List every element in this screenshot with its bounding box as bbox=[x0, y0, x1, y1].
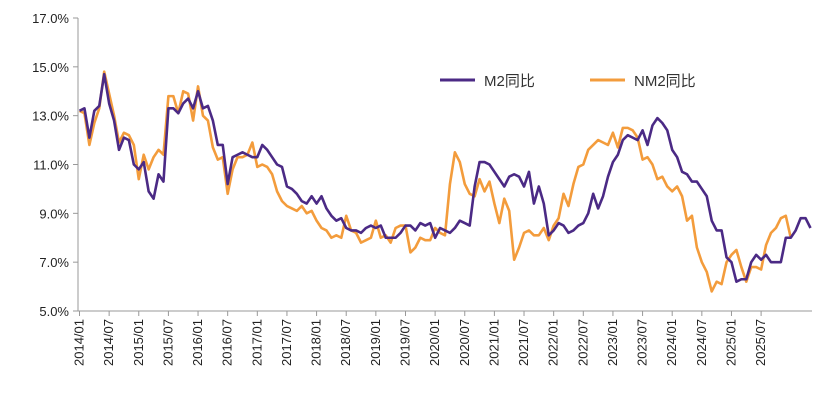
x-tick-label: 2015/07 bbox=[160, 319, 175, 366]
x-tick-label: 2014/07 bbox=[101, 319, 116, 366]
x-tick-label: 2018/01 bbox=[309, 319, 324, 366]
x-tick-label: 2021/07 bbox=[516, 319, 531, 366]
x-axis: 2014/01 2014/07 2015/01 2015/07 2016/01 2016/… bbox=[72, 310, 812, 366]
series-line-m2 bbox=[78, 72, 812, 284]
x-tick-label: 2017/01 bbox=[249, 319, 264, 366]
x-tick-label: 2024/01 bbox=[664, 319, 679, 366]
x-tick-label: 2016/01 bbox=[190, 319, 205, 366]
y-tick-label: 15.0% bbox=[32, 60, 69, 75]
y-tick-label: 7.0% bbox=[39, 255, 69, 270]
x-tick-label: 2022/07 bbox=[575, 319, 590, 366]
series-layer bbox=[78, 70, 812, 293]
x-tick-label: 2018/07 bbox=[338, 319, 353, 366]
x-tick-label: 2015/01 bbox=[131, 319, 146, 366]
x-tick-label: 2019/01 bbox=[368, 319, 383, 366]
legend: M2同比 NM2同比 bbox=[440, 73, 696, 90]
x-tick-label: 2020/01 bbox=[427, 319, 442, 366]
x-tick-label: 2025/01 bbox=[723, 319, 738, 366]
y-tick-label: 9.0% bbox=[39, 206, 69, 221]
x-tick-label: 2022/01 bbox=[546, 319, 561, 366]
y-tick-label: 13.0% bbox=[32, 109, 69, 124]
legend-label-nm2: NM2同比 bbox=[634, 73, 696, 90]
x-tick-label: 2023/07 bbox=[635, 319, 650, 366]
x-tick-label: 2020/07 bbox=[457, 319, 472, 366]
y-tick-label: 17.0% bbox=[32, 11, 69, 26]
x-tick-label: 2016/07 bbox=[220, 319, 235, 366]
x-tick-label: 2021/01 bbox=[486, 319, 501, 366]
x-tick-label: 2017/07 bbox=[279, 319, 294, 366]
y-tick-label: 11.0% bbox=[33, 158, 69, 173]
x-tick-label: 2019/07 bbox=[397, 319, 412, 366]
y-tick-label: 5.0% bbox=[39, 304, 69, 319]
x-tick-label: 2014/01 bbox=[72, 319, 87, 366]
series-line-nm2 bbox=[78, 70, 793, 293]
x-tick-label: 2023/01 bbox=[605, 319, 620, 366]
x-tick-label: 2024/07 bbox=[694, 319, 709, 366]
y-axis: 5.0% 7.0% 9.0% 11.0% 13.0% 15.0% 17.0% bbox=[32, 11, 79, 319]
legend-label-m2: M2同比 bbox=[484, 73, 535, 90]
x-tick-label: 2025/07 bbox=[753, 319, 768, 366]
